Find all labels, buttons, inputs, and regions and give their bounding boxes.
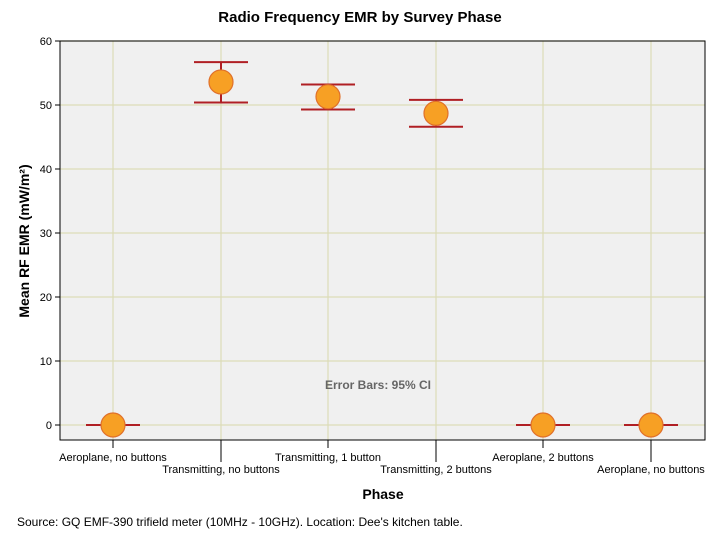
mean-point [530, 412, 556, 438]
mean-point [638, 412, 664, 438]
x-tick-label: Transmitting, 2 buttons [380, 464, 492, 476]
mean-point [100, 412, 126, 438]
y-axis-title: Mean RF EMR (mW/m²) [16, 164, 32, 317]
data-marks [86, 61, 678, 438]
plot-area [60, 41, 705, 440]
x-tick-label: Aeroplane, 2 buttons [492, 452, 594, 464]
x-tick-label: Aeroplane, no buttons [59, 452, 167, 464]
grid [60, 40, 705, 440]
y-tick-label: 60 [40, 36, 52, 48]
x-axis-title: Phase [362, 486, 403, 502]
x-tick-label: Aeroplane, no buttons [597, 464, 705, 476]
mean-point [423, 100, 449, 126]
x-tick-label: Transmitting, 1 button [275, 452, 381, 464]
mean-point [208, 69, 234, 95]
plot-frame [59, 40, 706, 441]
y-tick-label: 30 [40, 228, 52, 240]
error-bar-note: Error Bars: 95% CI [325, 378, 431, 392]
chart-title: Radio Frequency EMR by Survey Phase [218, 9, 501, 26]
y-tick-label: 0 [46, 420, 52, 432]
y-tick-label: 40 [40, 164, 52, 176]
source-note: Source: GQ EMF-390 trifield meter (10MHz… [17, 515, 463, 529]
y-tick-label: 50 [40, 100, 52, 112]
x-tick-label: Transmitting, no buttons [162, 464, 280, 476]
y-tick-label: 20 [40, 292, 52, 304]
mean-point [315, 84, 341, 110]
y-tick-label: 10 [40, 356, 52, 368]
chart: Radio Frequency EMR by Survey Phase 0 10 2… [16, 9, 706, 502]
